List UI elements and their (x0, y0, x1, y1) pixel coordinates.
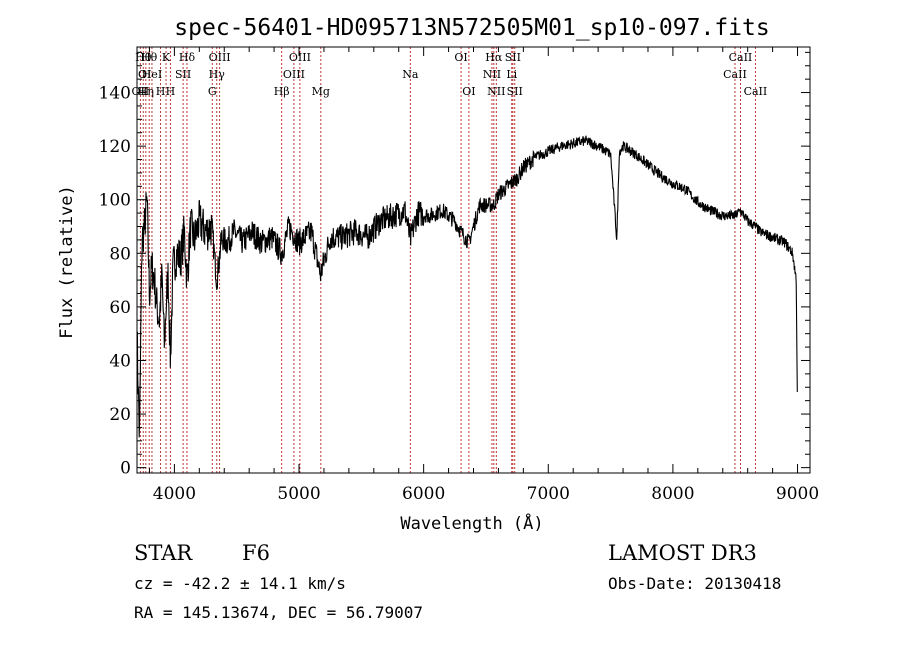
line-marker-label: K (162, 51, 171, 64)
line-markers (139, 47, 756, 473)
y-tick-label: 60 (109, 298, 131, 318)
line-marker-label: Hδ (179, 51, 196, 64)
line-marker-label: OI (462, 85, 475, 98)
object-subclass: F6 (242, 541, 270, 565)
line-marker-label: CaII (729, 51, 753, 64)
coordinates-readout: RA = 145.13674, DEC = 56.79007 (134, 603, 423, 622)
line-marker-label: SII (175, 68, 191, 81)
line-marker-label: Hθ (135, 51, 152, 64)
line-marker-label: Hγ (209, 68, 226, 81)
line-marker-label: OII (132, 85, 150, 98)
line-marker-label: Mg (312, 85, 330, 98)
line-marker-label: G (208, 85, 217, 98)
x-tick-label: 5000 (277, 484, 320, 504)
line-marker-label: H (156, 85, 166, 98)
redshift-readout: cz = -42.2 ± 14.1 km/s (134, 574, 346, 593)
line-marker-label: OIII (209, 51, 231, 64)
spectrum-line (136, 135, 798, 438)
line-marker-label: H (166, 85, 176, 98)
y-axis: 0 20 40 60 80 100 120 140 (99, 51, 810, 479)
y-tick-label: 80 (109, 244, 131, 264)
x-tick-label: 8000 (651, 484, 694, 504)
x-tick-label: 7000 (527, 484, 570, 504)
line-marker-label: OIII (283, 68, 305, 81)
line-marker-label: Na (402, 68, 419, 81)
line-marker-label: Li (506, 68, 517, 81)
y-tick-label: 40 (109, 351, 131, 371)
y-tick-label: 100 (99, 191, 131, 211)
y-tick-label: 0 (120, 459, 131, 479)
y-axis-label: Flux (relative) (57, 185, 77, 339)
line-marker-label: Hθ (141, 51, 158, 64)
y-tick-label: 140 (99, 84, 131, 104)
line-marker-label: HeI (142, 68, 162, 81)
chart-title: spec-56401-HD095713N572505M01_sp10-097.f… (174, 15, 769, 41)
line-marker-label: Hα (485, 51, 503, 64)
x-tick-label: 4000 (153, 484, 196, 504)
plot-frame (136, 46, 811, 474)
line-marker-label: SII (507, 85, 523, 98)
line-marker-label: OI (454, 51, 467, 64)
line-marker-label: Hβ (274, 85, 290, 98)
line-marker-label: SII (505, 51, 521, 64)
line-marker-label: Hη (138, 85, 154, 98)
line-marker-labels: OII Hθ Hη Hθ HeI H K H SII Hδ G Hγ OIII Hβ OIII OIII Mg N… (132, 51, 768, 98)
line-marker-label: OIII (289, 51, 311, 64)
observation-date: Obs-Date: 20130418 (608, 574, 782, 593)
survey-name: LAMOST DR3 (608, 541, 757, 565)
line-marker-label: CaII (744, 85, 768, 98)
y-tick-label: 120 (99, 137, 131, 157)
y-tick-label: 20 (109, 405, 131, 425)
x-axis-label: Wavelength (Å) (400, 512, 543, 534)
line-marker-label: OI (138, 68, 151, 81)
x-tick-label: 6000 (402, 484, 445, 504)
x-axis: 4000 5000 6000 7000 8000 9000 (148, 47, 819, 504)
object-class: STAR (134, 541, 193, 565)
line-marker-label: NII (487, 85, 505, 98)
line-marker-label: NII (483, 68, 501, 81)
x-tick-label: 9000 (776, 484, 819, 504)
line-marker-label: CaII (723, 68, 747, 81)
